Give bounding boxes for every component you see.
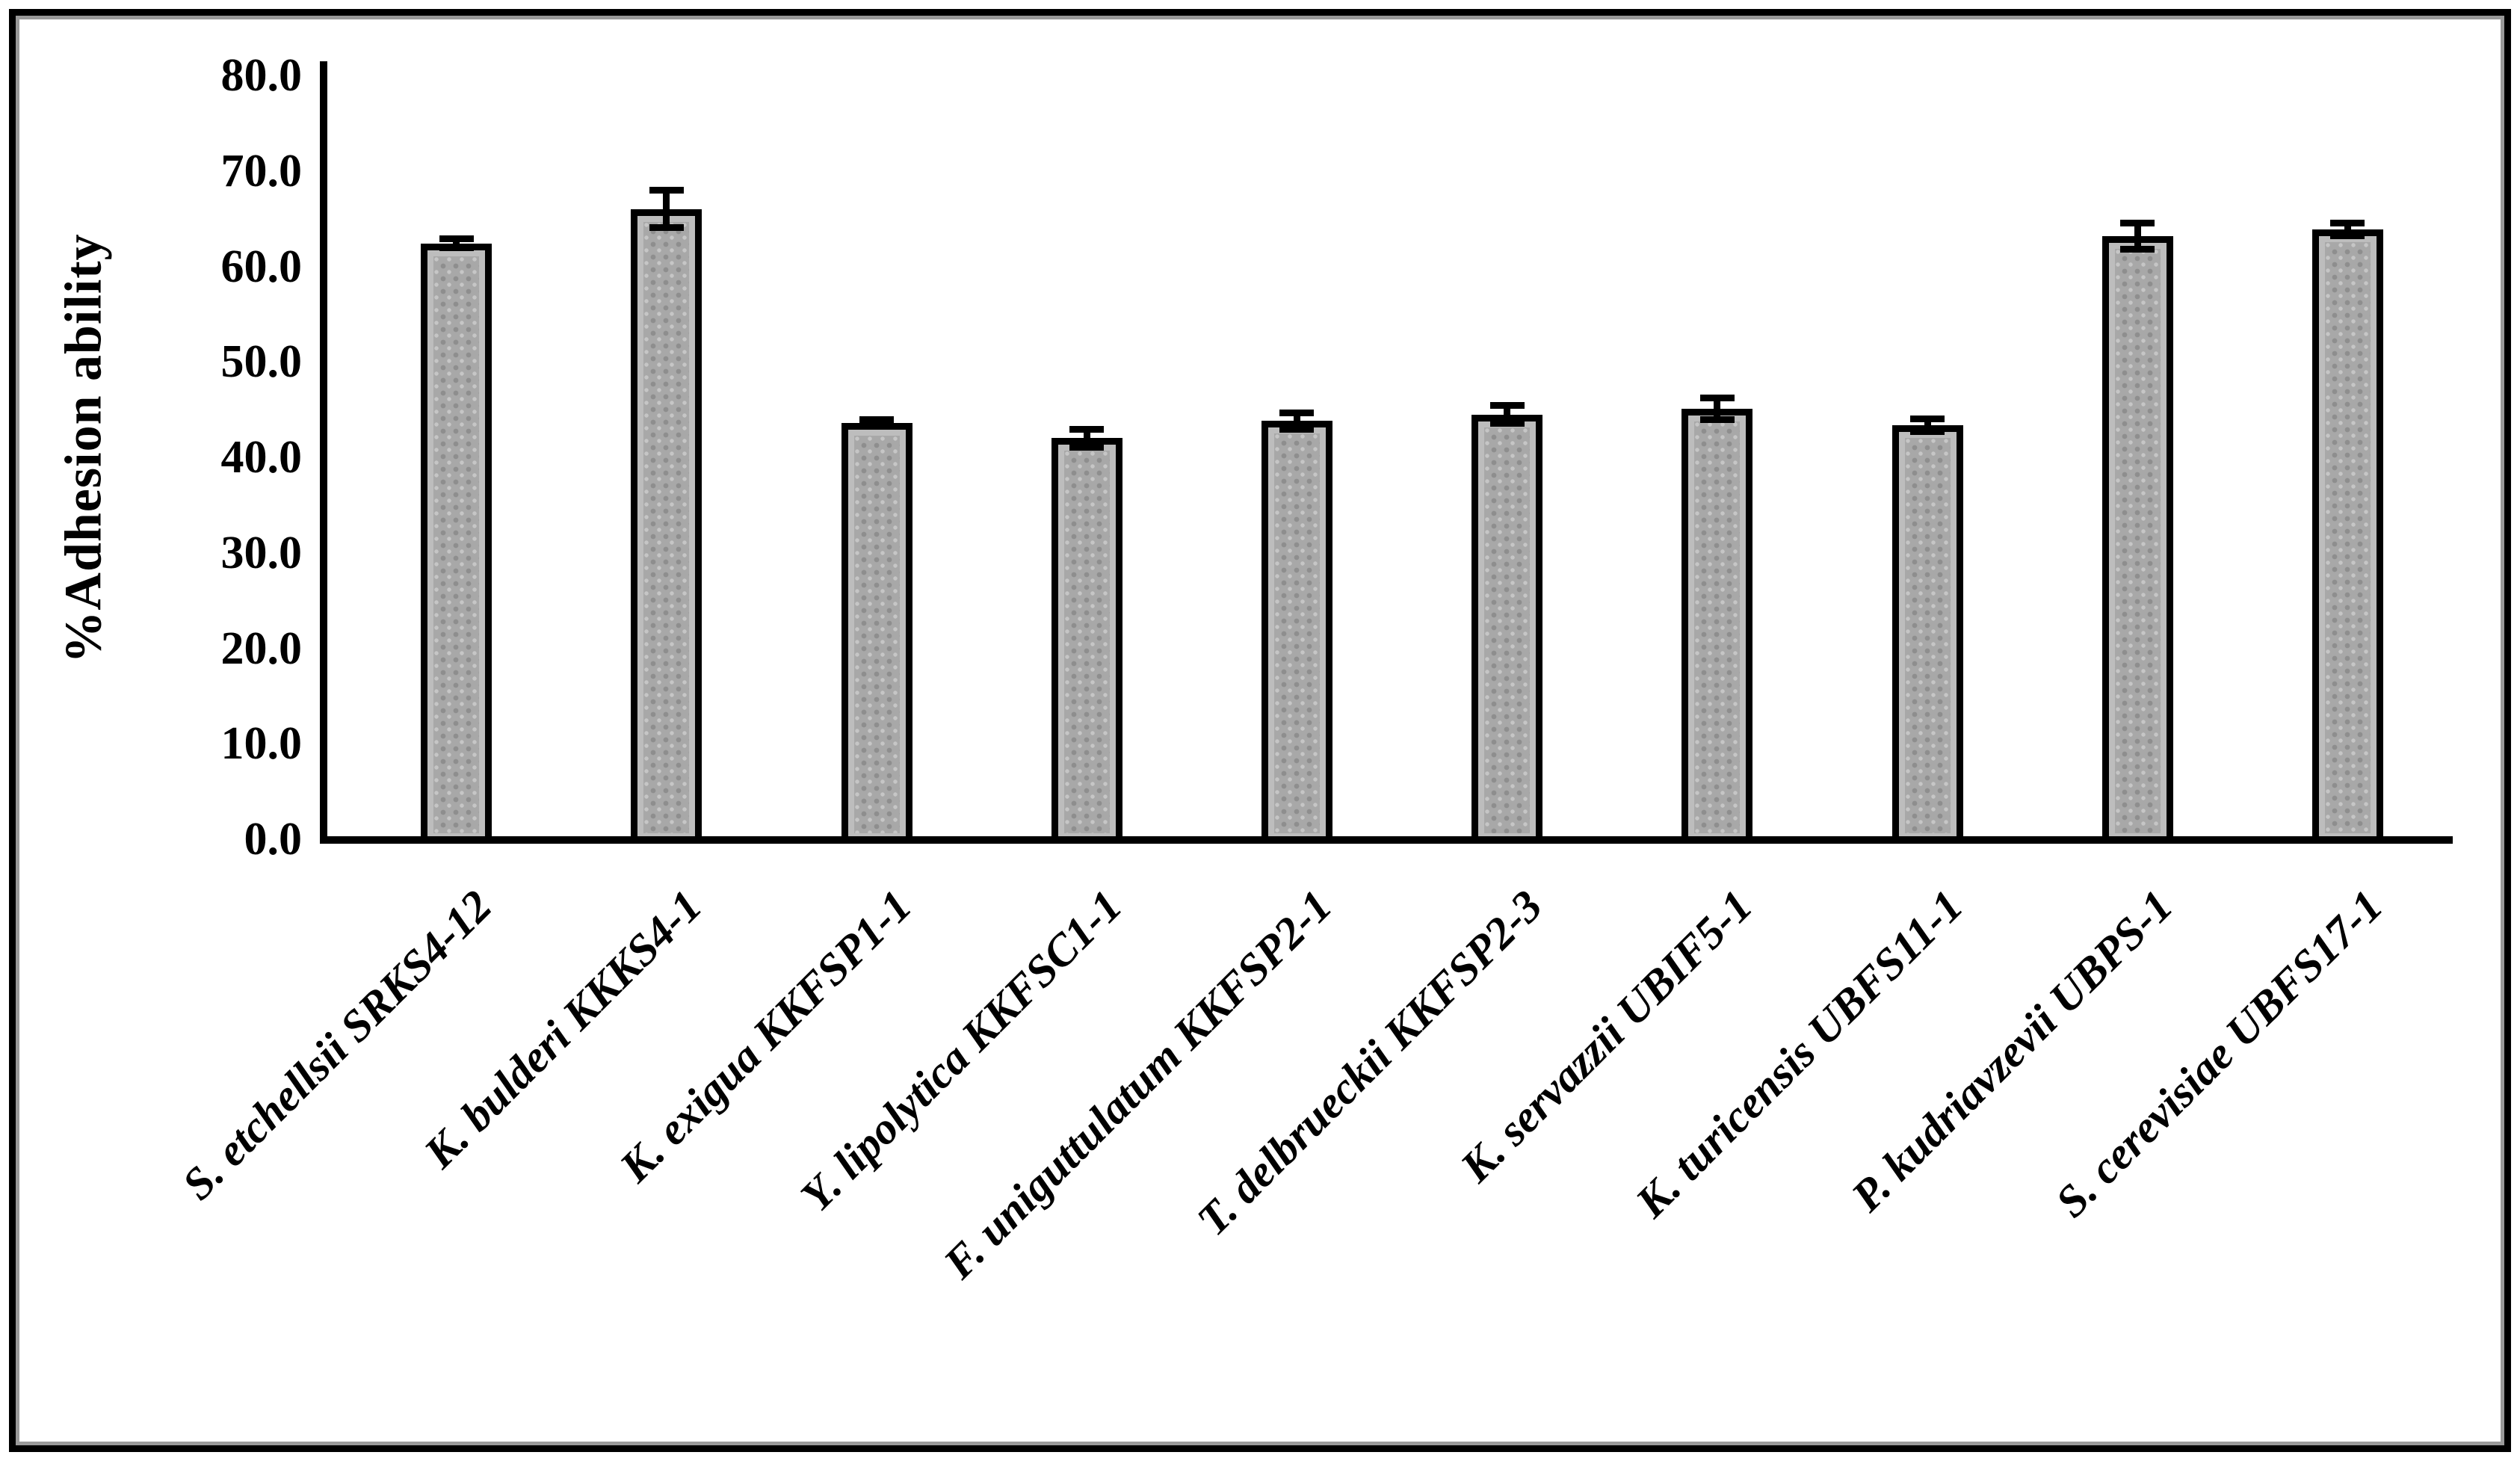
- error-bar-cap-top: [439, 235, 474, 243]
- error-bar-whisker: [2134, 222, 2141, 250]
- error-bar-whisker: [1924, 418, 1931, 432]
- y-tick-label: 70.0: [220, 145, 303, 197]
- bar: [1051, 438, 1122, 839]
- error-bar-whisker: [1083, 428, 1090, 448]
- bar: [841, 423, 912, 839]
- bar: [421, 243, 492, 839]
- y-tick-label: 10.0: [220, 718, 303, 770]
- error-bar-cap-bottom: [2330, 232, 2365, 239]
- error-bar-cap-bottom: [439, 244, 474, 252]
- y-tick-label: 80.0: [220, 50, 303, 101]
- error-bar-whisker: [663, 190, 670, 229]
- y-tick-label: 0.0: [244, 814, 303, 865]
- error-bar-cap-top: [1699, 394, 1735, 401]
- error-bar-whisker: [2344, 222, 2351, 236]
- bar: [2101, 235, 2173, 839]
- error-bar-cap-bottom: [1699, 416, 1735, 424]
- error-bar-cap-top: [2120, 219, 2155, 226]
- bar: [1891, 424, 1963, 839]
- error-bar-whisker: [1293, 412, 1300, 430]
- bar: [1471, 414, 1543, 839]
- y-tick-label: 20.0: [220, 623, 303, 674]
- error-bar-whisker: [873, 418, 880, 427]
- error-bar-cap-bottom: [2120, 245, 2155, 253]
- x-tick-label-text: T. delbrueckii KKFSP2-3: [1187, 880, 1551, 1245]
- error-bar-cap-top: [1279, 409, 1315, 416]
- error-bar-cap-bottom: [1910, 427, 1945, 435]
- bar: [1681, 408, 1753, 839]
- error-bar-cap-bottom: [859, 423, 894, 430]
- y-tick-label: 50.0: [220, 336, 303, 388]
- y-tick-label: 30.0: [220, 527, 303, 578]
- error-bar-cap-top: [859, 416, 894, 423]
- bar: [631, 209, 702, 839]
- error-bar-whisker: [1504, 404, 1511, 424]
- error-bar-cap-top: [1489, 401, 1525, 409]
- bar: [2311, 229, 2383, 839]
- x-tick-label-text: F. uniguttulatum KKFSP2-1: [934, 880, 1341, 1288]
- error-bar-whisker: [453, 238, 460, 249]
- bar: [1261, 421, 1332, 839]
- error-bar-cap-top: [1910, 415, 1945, 422]
- error-bar-cap-bottom: [1069, 444, 1105, 451]
- error-bar-cap-top: [2330, 219, 2365, 226]
- y-axis-line: [320, 61, 327, 844]
- y-tick-label: 40.0: [220, 432, 303, 483]
- x-axis-line: [320, 836, 2453, 844]
- error-bar-cap-bottom: [1489, 420, 1525, 427]
- error-bar-cap-top: [1069, 425, 1105, 433]
- error-bar-cap-bottom: [1279, 425, 1315, 433]
- error-bar-cap-bottom: [649, 224, 684, 232]
- error-bar-cap-top: [649, 187, 684, 194]
- error-bar-whisker: [1714, 397, 1721, 421]
- y-tick-label: 60.0: [220, 241, 303, 292]
